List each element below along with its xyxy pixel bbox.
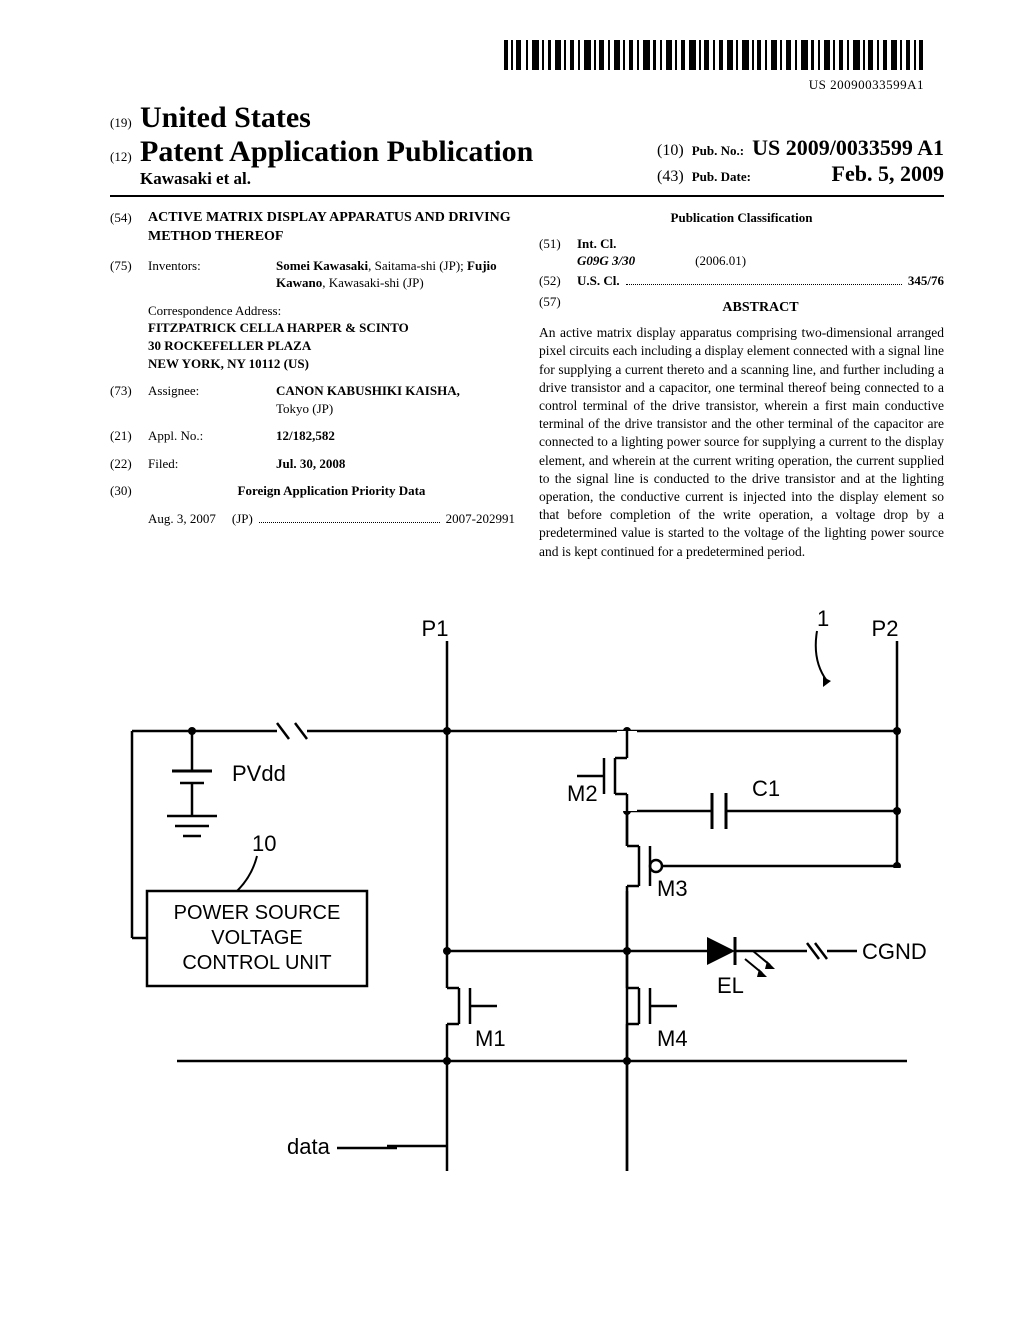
svg-text:M3: M3: [657, 876, 688, 901]
svg-text:1: 1: [817, 606, 829, 631]
us-cl-label: U.S. Cl.: [577, 272, 620, 290]
svg-text:M1: M1: [475, 1026, 506, 1051]
code-73: (73): [110, 382, 148, 417]
authors: Kawasaki et al.: [140, 169, 533, 189]
foreign-label: Foreign Application Priority Data: [148, 482, 515, 500]
svg-text:C1: C1: [752, 776, 780, 801]
svg-text:10: 10: [252, 831, 276, 856]
int-cl-year: (2006.01): [695, 252, 746, 270]
pub-class-label: Publication Classification: [539, 209, 944, 227]
svg-text:CGND: CGND: [862, 939, 927, 964]
svg-text:P1: P1: [422, 616, 449, 641]
assignee: CANON KABUSHIKI KAISHA,: [276, 383, 460, 398]
code-43: (43): [657, 168, 684, 186]
barcode-svg: [504, 40, 924, 70]
appl-no: 12/182,582: [276, 427, 515, 445]
svg-text:POWER SOURCE: POWER SOURCE: [174, 902, 341, 924]
pub-no: US 2009/0033599 A1: [752, 135, 944, 161]
pub-date-label: Pub. Date:: [692, 169, 751, 185]
corr-line2: NEW YORK, NY 10112 (US): [148, 355, 515, 373]
svg-text:PVdd: PVdd: [232, 761, 286, 786]
svg-text:CONTROL UNIT: CONTROL UNIT: [182, 952, 331, 974]
abstract-label: ABSTRACT: [577, 299, 944, 318]
code-52: (52): [539, 272, 577, 290]
int-cl-label: Int. Cl.: [577, 235, 944, 253]
inventors-label: Inventors:: [148, 257, 276, 292]
code-57: (57): [539, 293, 577, 324]
corr-line1: 30 ROCKEFELLER PLAZA: [148, 337, 515, 355]
abstract-text: An active matrix display apparatus compr…: [539, 324, 944, 561]
svg-text:P2: P2: [872, 616, 899, 641]
doc-type: Patent Application Publication: [140, 135, 533, 169]
filed: Jul. 30, 2008: [276, 455, 515, 473]
country-name: United States: [140, 101, 311, 135]
corr-label: Correspondence Address:: [148, 302, 515, 320]
foreign-country: (JP): [232, 510, 253, 528]
code-51: (51): [539, 235, 577, 270]
code-10: (10): [657, 142, 684, 160]
inventors: Somei Kawasaki, Saitama-shi (JP); Fujio …: [276, 257, 515, 292]
code-54: (54): [110, 209, 148, 247]
circuit-figure: P1 P2 1 PVdd 10 POWER SOURCE VOLTAGE CONTROL UN…: [110, 601, 944, 1176]
appl-no-label: Appl. No.:: [148, 427, 276, 445]
code-22: (22): [110, 455, 148, 473]
pub-no-label: Pub. No.:: [692, 143, 744, 159]
svg-text:M4: M4: [657, 1026, 688, 1051]
divider: [110, 195, 944, 197]
barcode-text: US 20090033599A1: [110, 77, 924, 93]
foreign-date: Aug. 3, 2007: [148, 510, 216, 528]
svg-text:data: data: [287, 1134, 331, 1159]
code-30: (30): [110, 482, 148, 500]
svg-text:EL: EL: [717, 973, 744, 998]
code-12: (12): [110, 149, 140, 165]
svg-text:M2: M2: [567, 781, 598, 806]
code-19: (19): [110, 115, 140, 131]
invention-title: ACTIVE MATRIX DISPLAY APPARATUS AND DRIV…: [148, 209, 515, 247]
filed-label: Filed:: [148, 455, 276, 473]
barcode-block: US 20090033599A1: [110, 40, 924, 93]
corr-name: FITZPATRICK CELLA HARPER & SCINTO: [148, 319, 515, 337]
assignee-loc: Tokyo (JP): [276, 401, 333, 416]
pub-date: Feb. 5, 2009: [832, 161, 944, 187]
svg-text:VOLTAGE: VOLTAGE: [211, 927, 303, 949]
code-21: (21): [110, 427, 148, 445]
foreign-no: 2007-202991: [446, 510, 515, 528]
int-cl-code: G09G 3/30: [577, 252, 635, 270]
code-75: (75): [110, 257, 148, 292]
assignee-label: Assignee:: [148, 382, 276, 417]
us-cl-code: 345/76: [908, 272, 944, 290]
